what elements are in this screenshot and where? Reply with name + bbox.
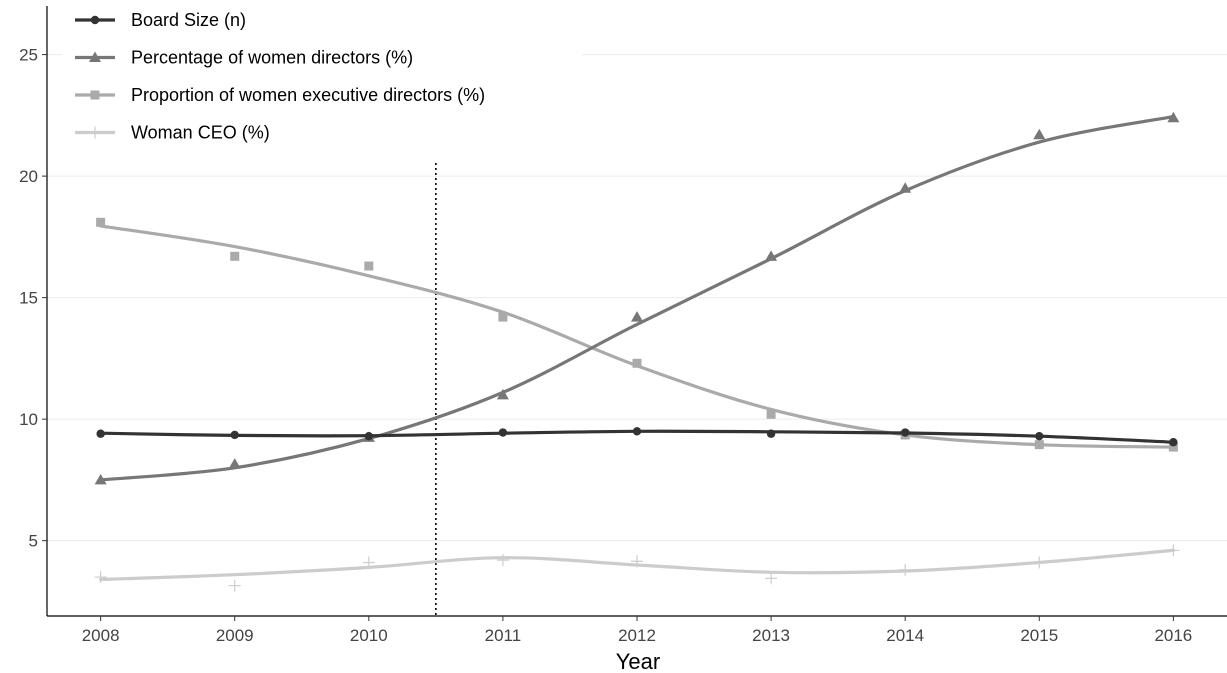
legend-entry-1: Board Size (n) (75, 10, 246, 30)
series-3-point-2008 (96, 217, 106, 227)
y-tick-label-20: 20 (19, 167, 38, 186)
series-3 (96, 217, 1178, 452)
series-3-point-2009 (230, 251, 240, 261)
x-tick-label-2014: 2014 (886, 626, 924, 645)
series-2-point-2014 (899, 182, 912, 193)
series-4 (94, 544, 1180, 592)
series-1-point-2009 (230, 430, 239, 440)
legend-label-1: Board Size (n) (131, 10, 246, 30)
series-2-point-2013 (765, 250, 778, 261)
series-2-point-2012 (631, 311, 643, 322)
series-3-point-2012 (632, 358, 642, 368)
series-1-point-2015 (1035, 431, 1044, 441)
x-tick-label-2009: 2009 (216, 626, 254, 645)
series-4-point-2013 (765, 572, 778, 585)
legend: Board Size (n) Percentage of women direct… (62, 2, 582, 154)
series-3-point-2015 (1034, 440, 1044, 450)
legend-label-3: Proportion of women executive directors … (131, 85, 485, 105)
series-4-point-2009 (228, 579, 241, 592)
x-tick-label-2015: 2015 (1020, 626, 1058, 645)
y-tick-label-5: 5 (29, 532, 38, 551)
series-4-point-2016 (1167, 544, 1180, 557)
legend-swatch-marker-2 (89, 51, 101, 62)
legend-label-2: Percentage of women directors (%) (131, 48, 413, 68)
series-3-point-2011 (498, 312, 508, 322)
series-3-line (99, 224, 1175, 449)
x-tick-label-2008: 2008 (82, 626, 120, 645)
legend-background (62, 2, 582, 154)
series-4-point-2011 (496, 554, 509, 567)
y-tick-label-15: 15 (19, 289, 38, 308)
legend-label-4: Woman CEO (%) (131, 123, 270, 143)
series-4-point-2012 (631, 555, 643, 568)
y-tick-label-25: 25 (19, 46, 38, 65)
series-3-point-2013 (766, 409, 776, 419)
x-axis-title: Year (616, 649, 660, 673)
series-2-point-2016 (1167, 111, 1180, 123)
series-1-point-2013 (766, 429, 776, 438)
series-3-point-2016 (1168, 442, 1178, 452)
series-4-point-2014 (899, 563, 912, 576)
y-tick-label-10: 10 (19, 410, 38, 429)
x-tick-label-2011: 2011 (485, 626, 522, 645)
series-1-point-2008 (96, 429, 105, 438)
series-4-point-2008 (94, 571, 107, 584)
series-1-point-2016 (1169, 438, 1178, 447)
series-group (94, 111, 1180, 592)
series-2-point-2011 (496, 388, 509, 400)
x-tick-label-2013: 2013 (752, 626, 790, 645)
x-tick-label-2012: 2012 (618, 626, 656, 645)
series-2-line (99, 115, 1175, 482)
legend-entry-3: Proportion of women executive directors … (75, 85, 485, 105)
axes: 5 10 15 20 25 2008 2009 2010 2011 2012 2013 2014 201… (19, 6, 1227, 645)
series-1-point-2012 (632, 427, 642, 436)
series-2 (94, 111, 1180, 485)
legend-entry-4: Woman CEO (%) (75, 123, 270, 143)
series-2-point-2008 (94, 473, 107, 485)
series-1-point-2010 (364, 431, 374, 441)
series-1 (96, 427, 1178, 447)
series-2-point-2009 (228, 458, 241, 469)
legend-swatch-marker-1 (90, 15, 100, 25)
series-1-point-2011 (498, 428, 508, 437)
series-4-point-2010 (362, 556, 375, 569)
series-4-point-2015 (1033, 556, 1046, 569)
legend-swatch-marker-3 (90, 90, 100, 100)
series-3-point-2010 (364, 261, 374, 271)
x-tick-label-2016: 2016 (1154, 626, 1192, 645)
legend-swatch-marker-4 (89, 126, 101, 139)
x-tick-label-2010: 2010 (350, 626, 388, 645)
series-1-point-2014 (900, 428, 910, 437)
series-2-point-2015 (1033, 128, 1046, 140)
legend-entry-2: Percentage of women directors (%) (75, 48, 413, 68)
